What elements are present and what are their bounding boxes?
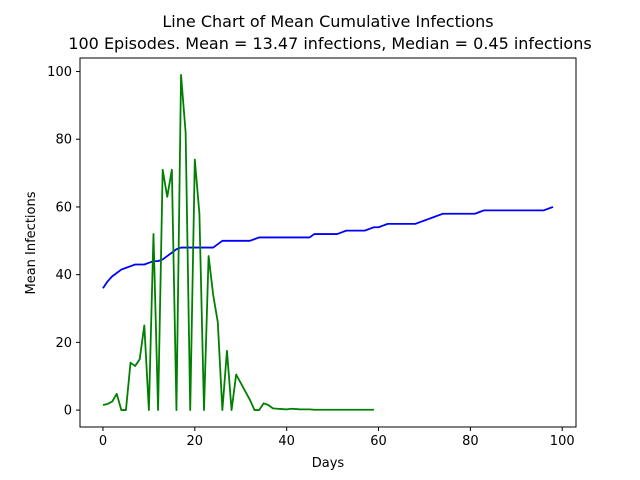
- x-axis: 0 20 40 60 80 100: [99, 427, 575, 449]
- x-tick-label: 0: [99, 434, 107, 449]
- y-axis: 0 20 40 60 80 100: [47, 65, 80, 419]
- x-tick-label: 60: [370, 434, 387, 449]
- y-tick-label: 0: [64, 404, 72, 419]
- series-line-1: [102, 74, 374, 411]
- x-tick-label: 20: [187, 434, 204, 449]
- y-tick-label: 80: [55, 133, 72, 148]
- y-axis-label: Mean Infections: [24, 191, 39, 294]
- plot-frame: [79, 57, 577, 428]
- x-tick-label: 80: [462, 434, 479, 449]
- y-tick-label: 40: [55, 268, 72, 283]
- x-tick-label: 40: [278, 434, 295, 449]
- y-tick-label: 20: [55, 336, 72, 351]
- chart-subtitle: 100 Episodes. Mean = 13.47 infections, M…: [68, 34, 591, 53]
- y-tick-label: 60: [55, 200, 72, 215]
- chart-title: Line Chart of Mean Cumulative Infections: [162, 12, 493, 31]
- y-tick-label: 100: [47, 65, 72, 80]
- x-tick-label: 100: [550, 434, 575, 449]
- series-layer: [102, 74, 554, 411]
- x-axis-label: Days: [312, 456, 345, 471]
